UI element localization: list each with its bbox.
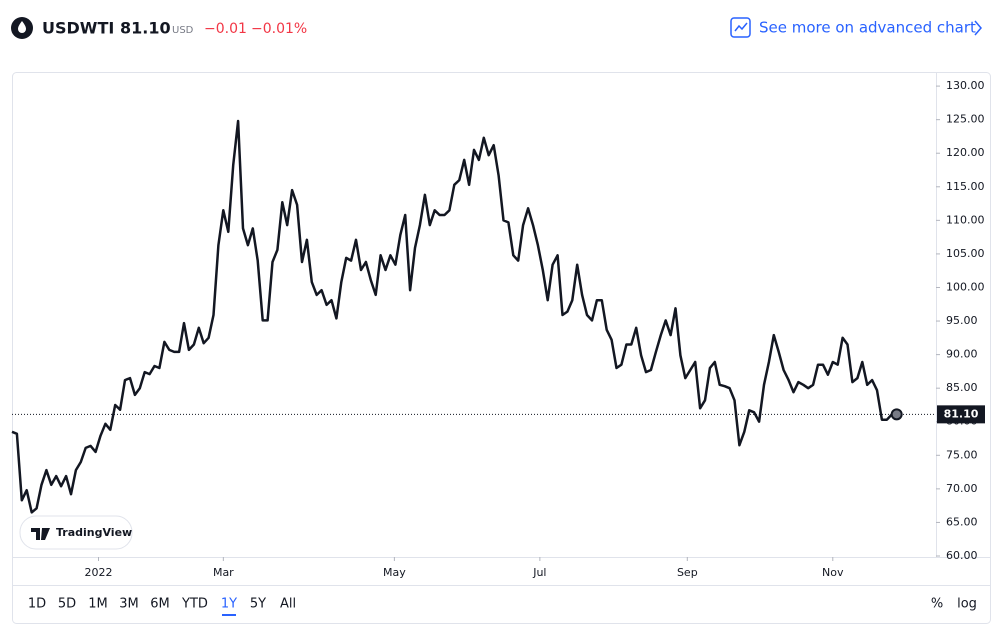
y-tick-label: 90.00 [946, 348, 978, 361]
x-tick-label: 2022 [85, 566, 113, 579]
change: −0.01 [204, 21, 247, 37]
chart-icon-line [734, 22, 748, 32]
price-line-series [11, 119, 897, 514]
y-tick-label: 95.00 [946, 314, 978, 327]
symbol: USDWTI [42, 19, 114, 38]
range-button[interactable]: 1D [28, 597, 46, 612]
advanced-chart-link[interactable]: See more on advanced chart [759, 19, 976, 37]
y-tick-label: 100.00 [946, 280, 985, 293]
range-button[interactable]: 1M [88, 597, 108, 612]
y-tick-label: 120.00 [946, 146, 985, 159]
range-button[interactable]: 6M [150, 597, 170, 612]
y-tick-label: 70.00 [946, 482, 978, 495]
range-button[interactable]: All [280, 597, 296, 612]
y-tick-label: 75.00 [946, 448, 978, 461]
price: 81.10 [120, 19, 171, 38]
watermark: TradingView [56, 526, 132, 539]
range-button[interactable]: 3M [119, 597, 139, 612]
y-tick-label: 130.00 [946, 79, 985, 92]
y-tick-label: 60.00 [946, 549, 978, 562]
range-button[interactable]: 1Y [221, 597, 237, 612]
x-tick-label: Mar [213, 566, 234, 579]
change-percent: −0.01% [251, 21, 307, 37]
chevron [974, 20, 982, 36]
last-point [890, 408, 903, 421]
chart-icon[interactable] [730, 17, 751, 38]
currency: USD [172, 25, 194, 36]
scale-option[interactable]: % [931, 597, 943, 612]
y-tick-label: 65.00 [946, 515, 978, 528]
range-button[interactable]: 5D [58, 597, 76, 612]
price-tag-label: 81.10 [944, 407, 979, 420]
x-tick-label: Sep [677, 566, 698, 579]
y-tick-label: 110.00 [946, 213, 985, 226]
y-tick-label: 115.00 [946, 180, 985, 193]
x-tick-label: Nov [822, 566, 844, 579]
scale-option[interactable]: log [957, 597, 977, 612]
y-tick-label: 85.00 [946, 381, 978, 394]
watermark-logo [31, 528, 50, 540]
y-tick-label: 105.00 [946, 247, 985, 260]
range-button[interactable]: 5Y [250, 597, 266, 612]
x-tick-label: Jul [532, 566, 546, 579]
y-tick-label: 125.00 [946, 113, 985, 126]
range-button[interactable]: YTD [181, 597, 208, 612]
chart-panel [12, 72, 991, 624]
drop-icon [18, 21, 26, 33]
x-tick-label: May [383, 566, 406, 579]
price-tag [937, 405, 985, 424]
watermark-badge [19, 515, 133, 550]
